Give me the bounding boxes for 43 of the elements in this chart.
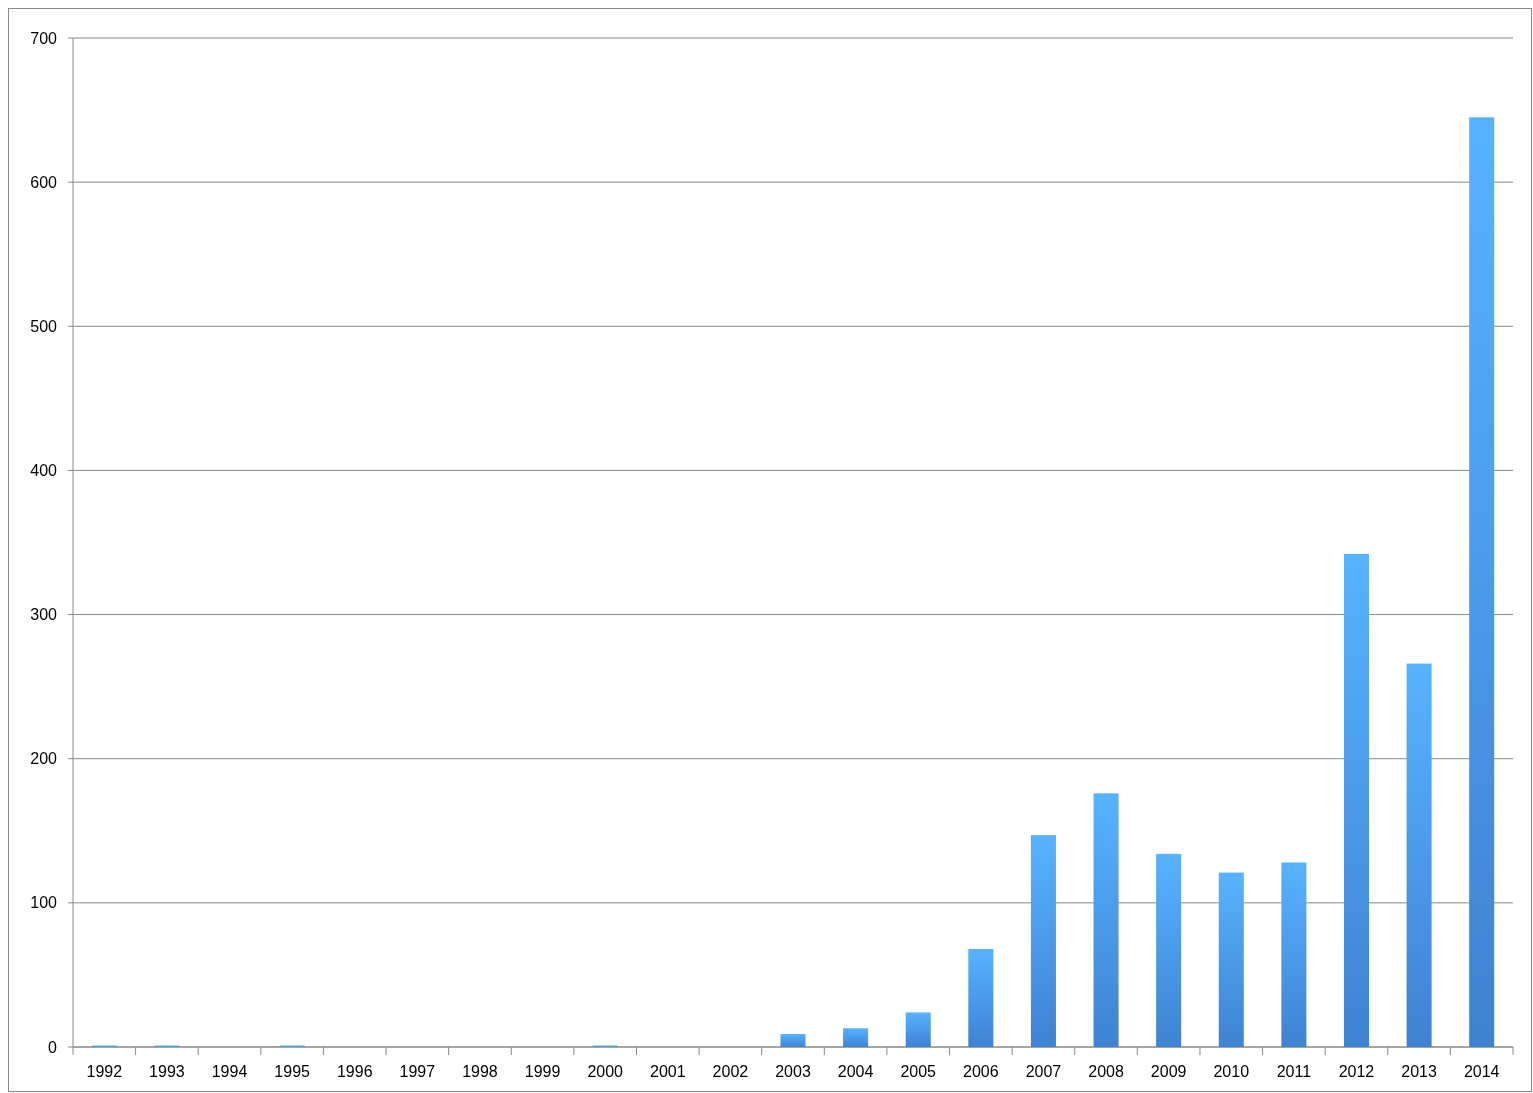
x-tick-label: 1998	[462, 1063, 498, 1080]
bar	[1281, 862, 1307, 1047]
y-tick-label: 200	[30, 750, 58, 768]
bar	[843, 1028, 869, 1047]
x-tick-label: 2002	[712, 1063, 749, 1080]
x-tick-label: 1992	[86, 1063, 123, 1080]
x-tick-label: 1994	[211, 1063, 248, 1080]
bar	[1469, 117, 1495, 1047]
x-tick-label: 2013	[1401, 1063, 1437, 1080]
x-tick-label: 2012	[1338, 1063, 1375, 1080]
bar	[905, 1012, 931, 1047]
x-tick-label: 2009	[1150, 1063, 1187, 1080]
bar	[780, 1034, 806, 1047]
x-tick-label: 2006	[963, 1063, 999, 1080]
x-tick-label: 2001	[649, 1063, 686, 1080]
x-tick-label: 2014	[1463, 1063, 1500, 1080]
x-tick-label: 2000	[587, 1063, 624, 1080]
x-tick-label: 2008	[1088, 1063, 1124, 1080]
x-tick-label: 1993	[149, 1063, 185, 1080]
bar	[1343, 554, 1369, 1047]
x-tick-label: 2010	[1213, 1063, 1250, 1080]
x-tick-label: 2005	[900, 1063, 937, 1080]
y-tick-label: 700	[30, 29, 58, 47]
x-tick-label: 1999	[524, 1063, 561, 1080]
y-tick-label: 500	[30, 317, 58, 335]
x-tick-label: 1996	[336, 1063, 373, 1080]
x-tick-label: 2003	[775, 1063, 811, 1080]
x-tick-label: 1995	[274, 1063, 311, 1080]
x-tick-label: 1997	[399, 1063, 436, 1080]
bar	[1406, 663, 1432, 1047]
x-tick-label: 2004	[837, 1063, 874, 1080]
y-tick-label: 0	[48, 1038, 58, 1056]
bar	[1156, 853, 1182, 1047]
bar	[1093, 793, 1119, 1047]
x-tick-label: 2011	[1276, 1063, 1312, 1080]
bar	[1218, 872, 1244, 1047]
x-tick-label: 2007	[1025, 1063, 1062, 1080]
y-tick-label: 100	[30, 894, 58, 912]
bar	[968, 948, 994, 1047]
y-tick-label: 300	[30, 606, 58, 624]
y-tick-label: 400	[30, 462, 58, 480]
y-tick-label: 600	[30, 173, 58, 191]
bar	[1030, 835, 1056, 1047]
